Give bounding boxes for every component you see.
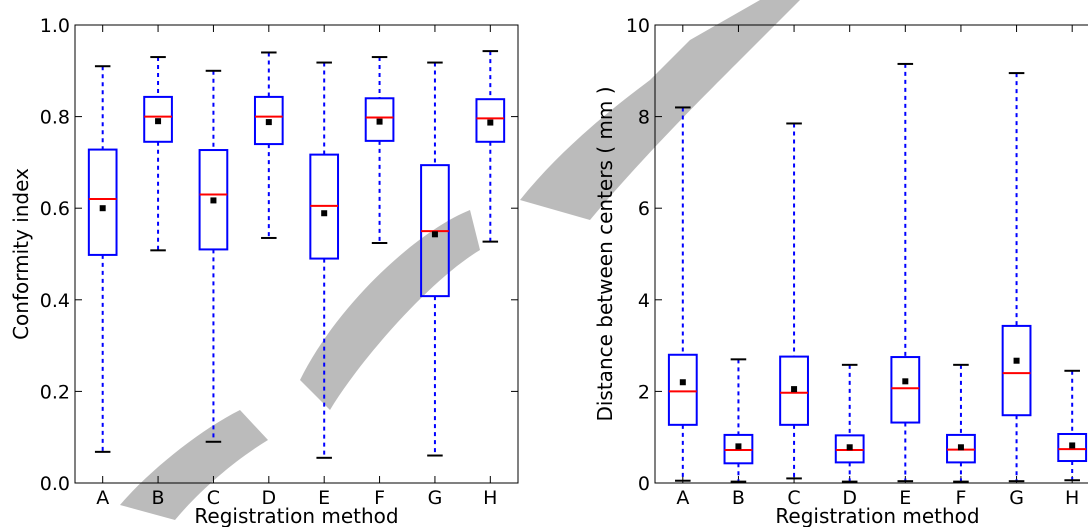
mean-marker [155, 118, 162, 125]
x-tick-label: C [207, 487, 220, 509]
x-tick-label: A [96, 487, 109, 509]
iqr-box [143, 95, 173, 143]
y-tick-label: 0.0 [40, 473, 70, 495]
box-E [890, 62, 921, 483]
mean-marker [791, 386, 798, 393]
box-D [834, 363, 865, 483]
watermark-shape [120, 0, 800, 520]
x-tick-label: H [483, 487, 497, 509]
y-tick-label: 6 [638, 198, 650, 220]
iqr-box [1001, 324, 1032, 417]
x-tick-label: F [955, 487, 966, 509]
y-tick-label: 2 [638, 381, 650, 403]
box-D [253, 51, 284, 239]
x-tick-label: F [374, 487, 385, 509]
x-tick-label: H [1065, 487, 1079, 509]
x-tick-label: B [152, 487, 165, 509]
iqr-box [87, 148, 118, 256]
mean-marker [846, 444, 853, 451]
mean-marker [679, 379, 686, 386]
x-tick-label: E [318, 487, 330, 509]
mean-marker [487, 119, 494, 126]
box-C [198, 69, 229, 443]
iqr-box [198, 149, 229, 251]
x-tick-label: G [428, 487, 443, 509]
iqr-box [779, 355, 809, 426]
box-H [1057, 369, 1088, 482]
distance-between-centers-panel: 0 2 4 6 8 10 A B C D E F G H Registration method Distan… [593, 15, 1088, 528]
iqr-box [667, 353, 698, 426]
mean-marker [210, 197, 217, 204]
box-E [309, 61, 340, 459]
box-A [87, 65, 118, 453]
mean-marker [1069, 442, 1076, 449]
box-G [1001, 72, 1032, 483]
y-axis-label: Distance between centers ( mm ) [593, 86, 617, 421]
x-tick-label: D [261, 487, 276, 509]
y-tick-label: 1.0 [40, 15, 70, 37]
iqr-box [253, 95, 284, 146]
y-tick-label: 4 [638, 290, 650, 312]
y-tick-label: 8 [638, 107, 650, 129]
iqr-box [890, 356, 921, 424]
x-axis-label: Registration method [775, 504, 979, 527]
iqr-box [364, 97, 395, 142]
iqr-box [1057, 432, 1088, 463]
y-tick-label: 0.8 [40, 107, 70, 129]
y-tick-label: 10 [626, 15, 650, 37]
x-tick-label: C [787, 487, 800, 509]
iqr-box [475, 98, 506, 143]
mean-marker [99, 205, 106, 212]
conformity-index-panel: 0.0 0.2 0.4 0.6 0.8 1.0 A B C D E F G H Registration m… [9, 15, 519, 528]
mean-marker [902, 378, 909, 385]
mean-marker [376, 118, 383, 125]
mean-marker [265, 119, 272, 126]
box-F [946, 363, 976, 483]
y-tick-label: 0.4 [40, 290, 70, 312]
x-tick-label: D [842, 487, 857, 509]
box-C [779, 122, 809, 480]
iqr-box [834, 434, 865, 464]
y-tick-label: 0.6 [40, 198, 70, 220]
watermark [120, 0, 800, 520]
x-tick-label: B [732, 487, 745, 509]
box-H [475, 50, 506, 243]
box-B [723, 358, 754, 483]
y-tick-label: 0 [638, 473, 650, 495]
box-G [420, 61, 450, 457]
box-A [667, 106, 698, 482]
box-B [143, 56, 173, 252]
y-tick-label: 0.2 [40, 381, 70, 403]
x-tick-label: G [1009, 487, 1024, 509]
mean-marker [957, 444, 964, 451]
mean-marker [321, 210, 328, 217]
mean-marker [1013, 357, 1020, 364]
mean-marker [735, 443, 742, 450]
x-tick-label: E [899, 487, 911, 509]
axes-frame [74, 24, 519, 484]
box-F [364, 56, 395, 245]
y-axis-label: Conformity index [9, 168, 33, 340]
x-axis-label: Registration method [194, 504, 398, 527]
mean-marker [431, 231, 438, 238]
axes-frame [654, 24, 1088, 484]
x-tick-label: A [676, 487, 689, 509]
